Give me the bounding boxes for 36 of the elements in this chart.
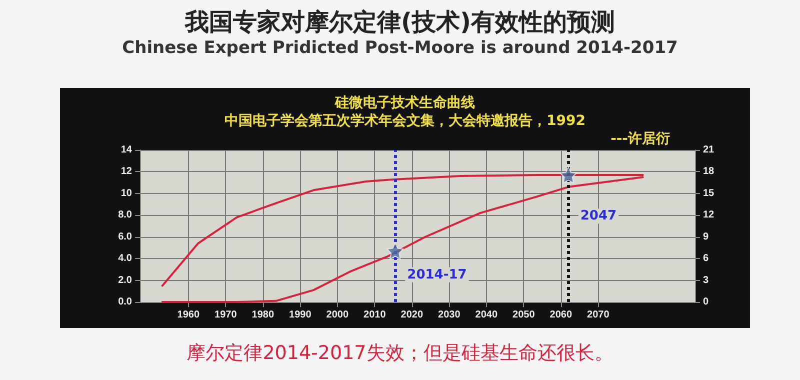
- text: 中国电子学会第五次学术年会文集，大会特邀报告，1992: [224, 112, 586, 130]
- y2-tick-label: 21: [703, 144, 715, 156]
- y-tick-label: 6.0: [118, 231, 132, 242]
- y-tick-label: 14: [120, 144, 132, 156]
- text: 硅微电子技术生命曲线: [334, 94, 476, 112]
- x-tick-label: 2070: [587, 310, 610, 320]
- x-tick-label: 1990: [289, 310, 312, 320]
- y-tick-label: 0.0: [118, 296, 132, 308]
- y-tick-label: 10: [120, 188, 132, 199]
- y2-tick-label: 12: [703, 210, 715, 221]
- chart-subtitle: Chinese Expert Pridicted Post-Moore is around 2014-2017: [121, 38, 679, 58]
- x-tick-label: 1970: [214, 310, 238, 320]
- y-tick-label: 8.0: [118, 210, 132, 221]
- x-tick-label: 2050: [512, 310, 536, 320]
- x-tick-label: 2040: [475, 310, 498, 320]
- x-tick-label: 1960: [177, 310, 200, 320]
- text: 摩尔定律2014-2017失效；但是硅基生命还很长。: [186, 341, 614, 366]
- x-tick-label: 2030: [438, 310, 461, 320]
- y2-tick-label: 18: [703, 166, 715, 178]
- y-tick-label: 12: [120, 166, 132, 178]
- annotation: 2014-17: [407, 267, 467, 282]
- y-tick-label: 4.0: [118, 253, 132, 264]
- x-tick-label: 2000: [326, 310, 349, 320]
- text: ---许居衍: [610, 130, 670, 148]
- y2-tick-label: 0: [703, 296, 709, 308]
- y2-tick-label: 3: [703, 274, 709, 286]
- annotation: 2047: [580, 208, 617, 224]
- y2-tick-label: 6: [703, 253, 709, 264]
- x-tick-label: 2060: [550, 310, 572, 320]
- x-tick-label: 2020: [400, 310, 424, 320]
- y2-tick-label: 9: [703, 231, 709, 242]
- y2-tick-label: 15: [703, 188, 715, 199]
- chart-title: 我国专家对摩尔定律(技术)有效性的预测: [184, 7, 616, 38]
- x-tick-label: 1980: [252, 310, 274, 320]
- y-tick-label: 2.0: [118, 274, 132, 286]
- x-tick-label: 2010: [364, 310, 386, 320]
